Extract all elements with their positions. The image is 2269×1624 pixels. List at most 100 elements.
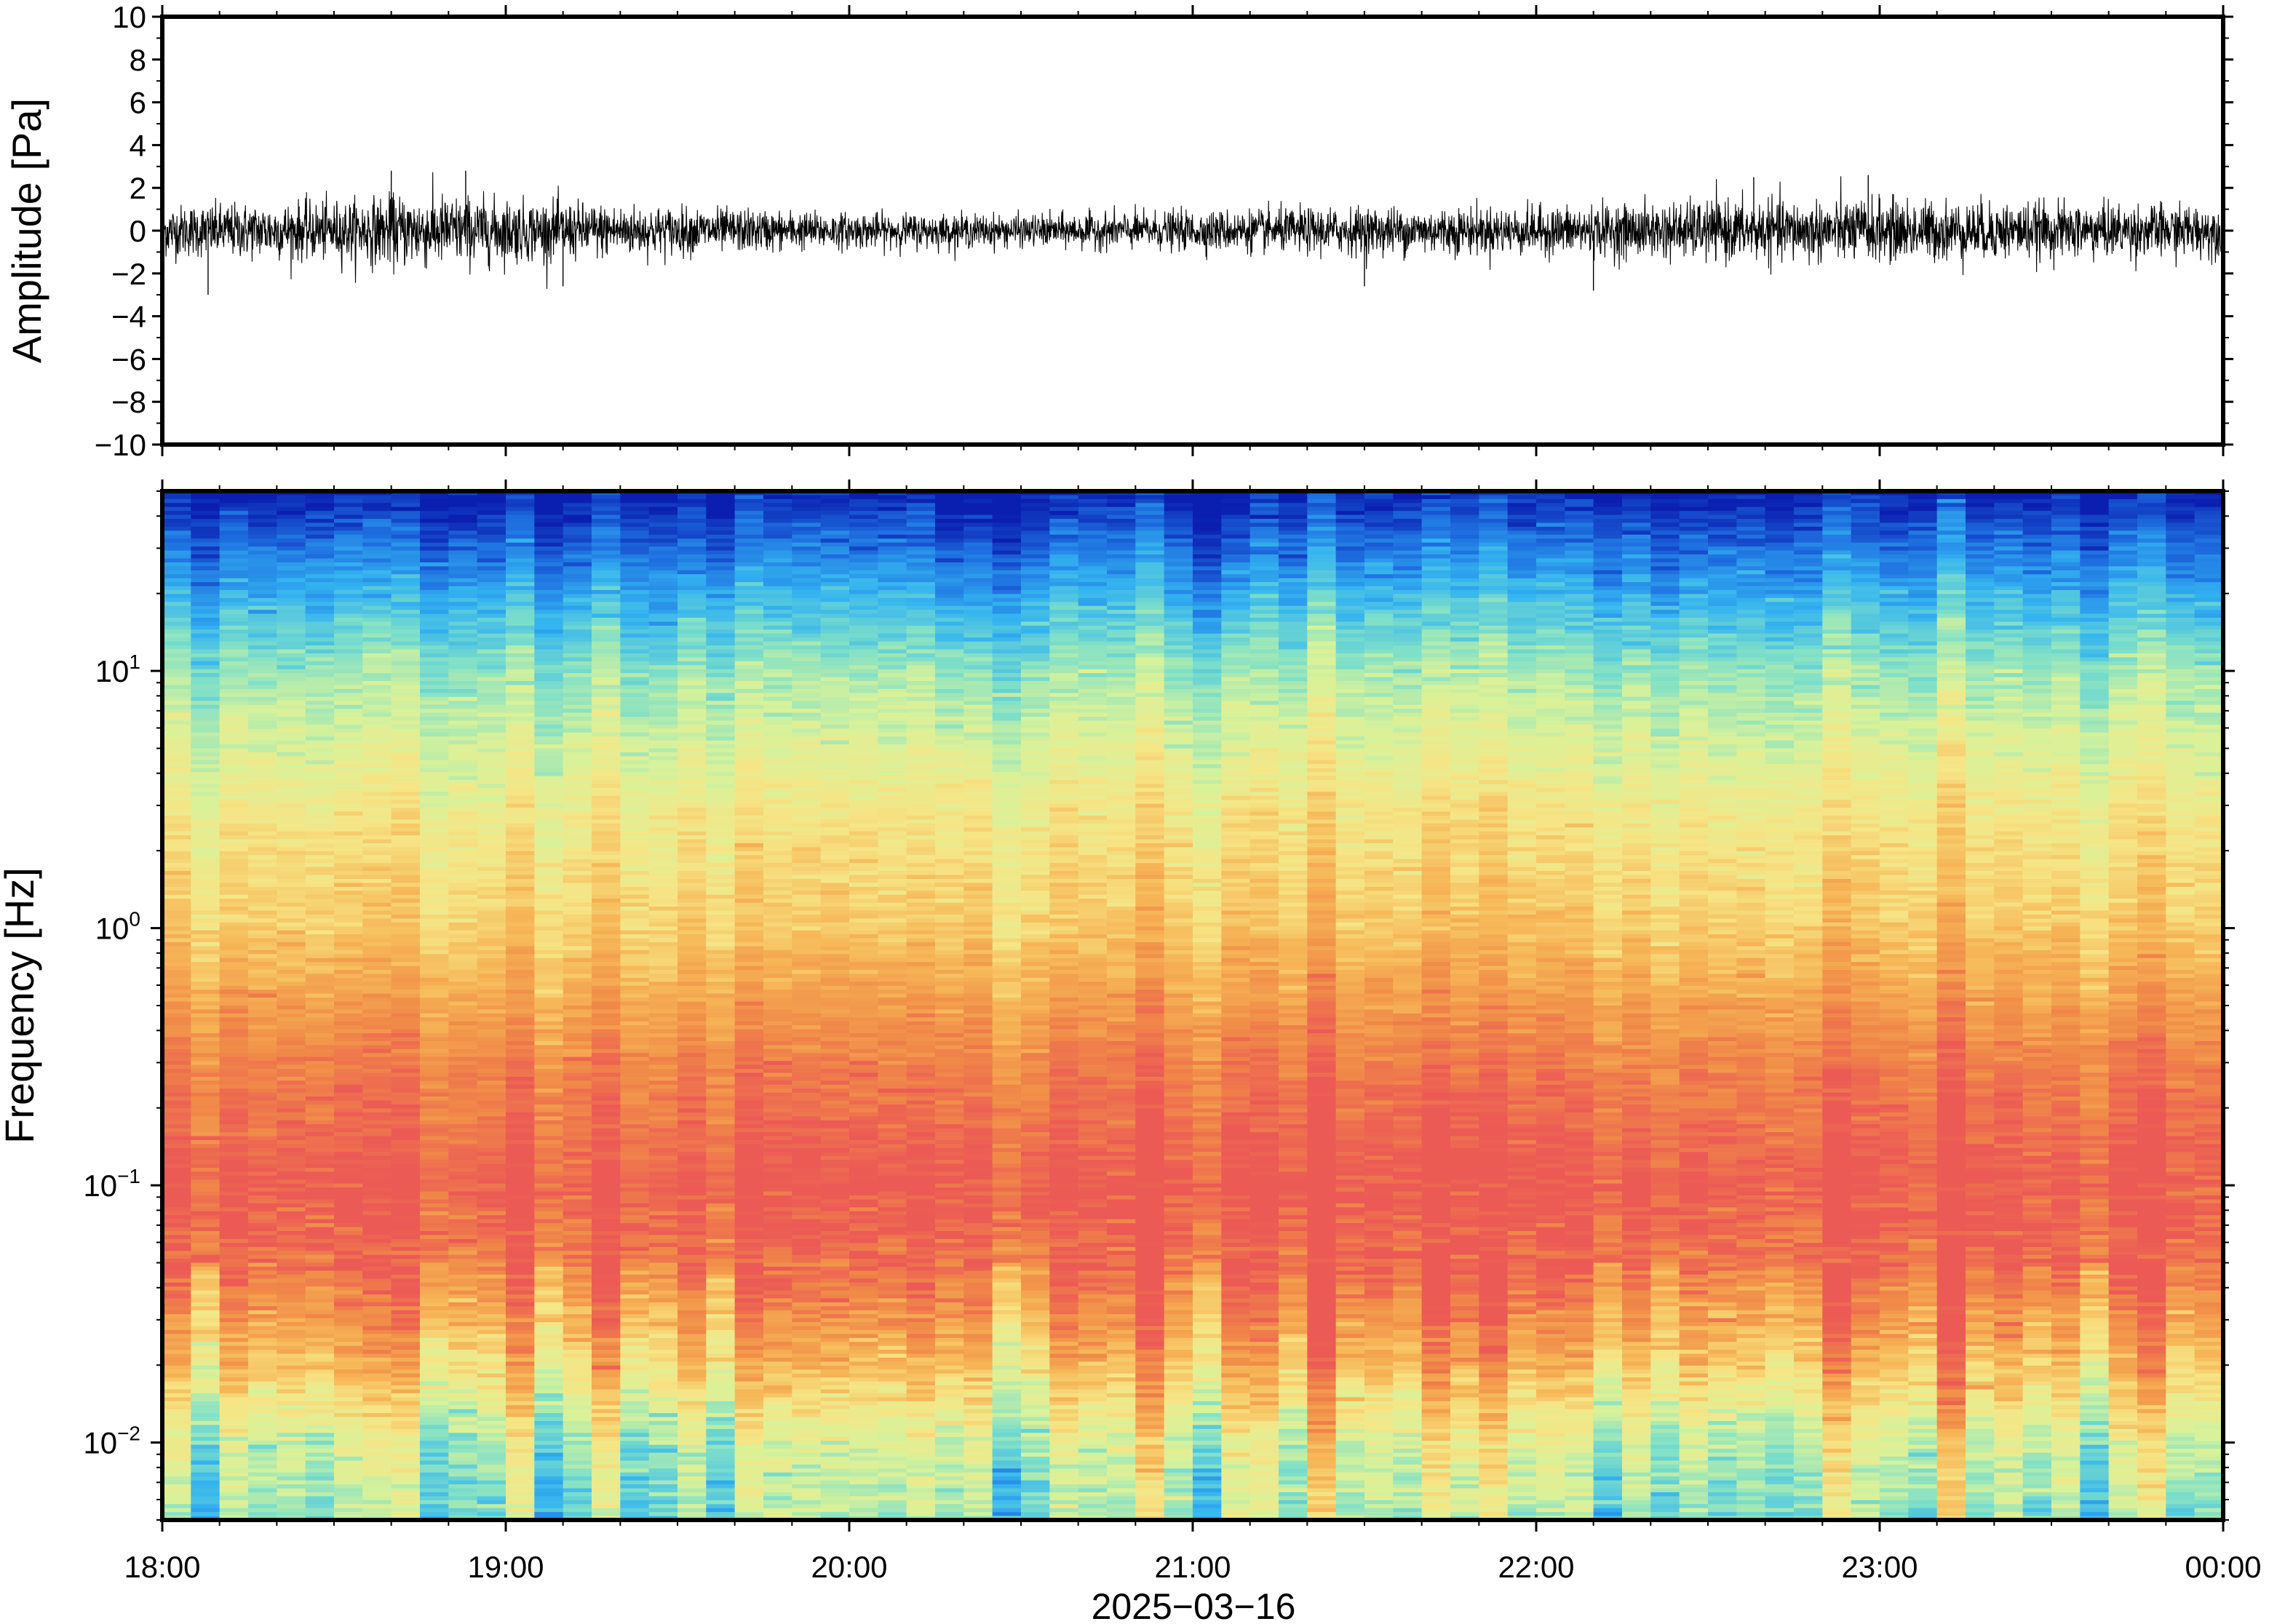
spectrogram-cell [191, 613, 220, 618]
spectrogram-cell [248, 1179, 278, 1185]
spectrogram-cell [620, 795, 650, 800]
spectrogram-cell [162, 950, 192, 955]
spectrogram-cell [648, 1405, 678, 1410]
spectrogram-cell [677, 886, 707, 892]
spectrogram-cell [191, 863, 220, 868]
spectrogram-cell [162, 637, 192, 642]
spectrogram-cell [191, 1100, 220, 1105]
spectrogram-cell [677, 1001, 707, 1006]
spectrogram-cell [391, 1025, 421, 1030]
spectrogram-cell [248, 1266, 278, 1272]
spectrogram-cell [420, 1500, 450, 1505]
spectrogram-cell [277, 1147, 306, 1153]
spectrogram-cell [477, 554, 506, 560]
spectrogram-cell [506, 1262, 536, 1267]
spectrogram-cell [648, 1377, 678, 1382]
spectrogram-cell [648, 1001, 678, 1006]
spectrogram-cell [305, 1227, 335, 1232]
spectrogram-cell [448, 645, 478, 650]
spectrogram-cell [277, 982, 306, 987]
spectrogram-cell [506, 1464, 536, 1470]
spectrogram-cell [277, 1358, 306, 1363]
spectrogram-cell [191, 1144, 220, 1149]
spectrogram-cell [191, 1334, 220, 1339]
spectrogram-cell [620, 1040, 650, 1046]
spectrogram-cell [592, 899, 621, 904]
spectrogram-cell [563, 1160, 592, 1165]
spectrogram-cell [334, 1480, 364, 1485]
spectrogram-cell [248, 495, 278, 500]
spectrogram-cell [362, 1413, 392, 1418]
spectrogram-cell [563, 811, 592, 816]
spectrogram-cell [391, 993, 421, 998]
spectrogram-cell [162, 1230, 192, 1236]
spectrogram-cell [477, 1425, 506, 1430]
spectrogram-cell [277, 1132, 306, 1137]
spectrogram-cell [248, 993, 278, 998]
spectrogram-cell [162, 894, 192, 899]
spectrogram-cell [620, 768, 650, 773]
spectrogram-cell [534, 784, 564, 789]
spectrogram-cell [391, 653, 421, 658]
spectrogram-cell [334, 760, 364, 765]
spectrogram-cell [305, 1274, 335, 1280]
spectrogram-cell [191, 851, 220, 856]
spectrogram-cell [677, 871, 707, 876]
spectrogram-cell [305, 1294, 335, 1299]
spectrogram-cell [362, 1334, 392, 1339]
spectrogram-cell [277, 1259, 306, 1264]
spectrogram-cell [277, 1318, 306, 1323]
spectrogram-cell [448, 977, 478, 983]
spectrogram-cell [592, 550, 621, 555]
spectrogram-cell [592, 1452, 621, 1457]
spectrogram-cell [420, 1278, 450, 1283]
spectrogram-cell [563, 1278, 592, 1283]
spectrogram-cell [677, 907, 707, 912]
spectrogram-cell [563, 1187, 592, 1193]
spectrogram-cell [334, 1171, 364, 1177]
spectrogram-cell [248, 795, 278, 800]
spectrogram-cell [219, 839, 249, 844]
spectrogram-cell [362, 1472, 392, 1477]
spectrogram-cell [162, 776, 192, 781]
spectrogram-cell [277, 605, 306, 610]
spectrogram-cell [648, 1112, 678, 1118]
spectrogram-cell [534, 511, 564, 516]
spectrogram-cell [162, 938, 192, 943]
spectrogram-cell [362, 950, 392, 955]
spectrogram-cell [420, 1009, 450, 1014]
spectrogram-cell [248, 1251, 278, 1256]
spectrogram-cell [420, 724, 450, 730]
spectrogram-cell [391, 1048, 421, 1054]
spectrogram-cell [219, 1290, 249, 1295]
spectrogram-cell [277, 1211, 306, 1217]
spectrogram-cell [334, 1350, 364, 1355]
spectrogram-cell [305, 514, 335, 520]
spectrogram-cell [506, 732, 536, 737]
spectrogram-cell [648, 1488, 678, 1493]
spectrogram-cell [277, 744, 306, 749]
spectrogram-cell [334, 831, 364, 836]
spectrogram-cell [420, 574, 450, 579]
spectrogram-cell [677, 1025, 707, 1030]
spectrogram-cell [305, 1183, 335, 1188]
spectrogram-cell [534, 1246, 564, 1251]
spectrogram-cell [648, 716, 678, 722]
spectrogram-cell [620, 1350, 650, 1355]
spectrogram-cell [162, 1045, 192, 1050]
spectrogram-cell [677, 574, 707, 579]
spectrogram-cell [162, 1460, 192, 1465]
spectrogram-cell [420, 1053, 450, 1058]
spectrogram-cell [534, 503, 564, 508]
spectrogram-cell [162, 1251, 192, 1256]
spectrogram-cell [592, 950, 621, 955]
spectrogram-cell [162, 886, 192, 892]
spectrogram-cell [305, 621, 335, 626]
spectrogram-cell [334, 1512, 364, 1517]
spectrogram-cell [219, 784, 249, 789]
spectrogram-cell [677, 1080, 707, 1086]
spectrogram-cell [248, 1045, 278, 1050]
spectrogram-cell [648, 1262, 678, 1267]
spectrogram-cell [448, 1421, 478, 1426]
spectrogram-cell [648, 1500, 678, 1505]
